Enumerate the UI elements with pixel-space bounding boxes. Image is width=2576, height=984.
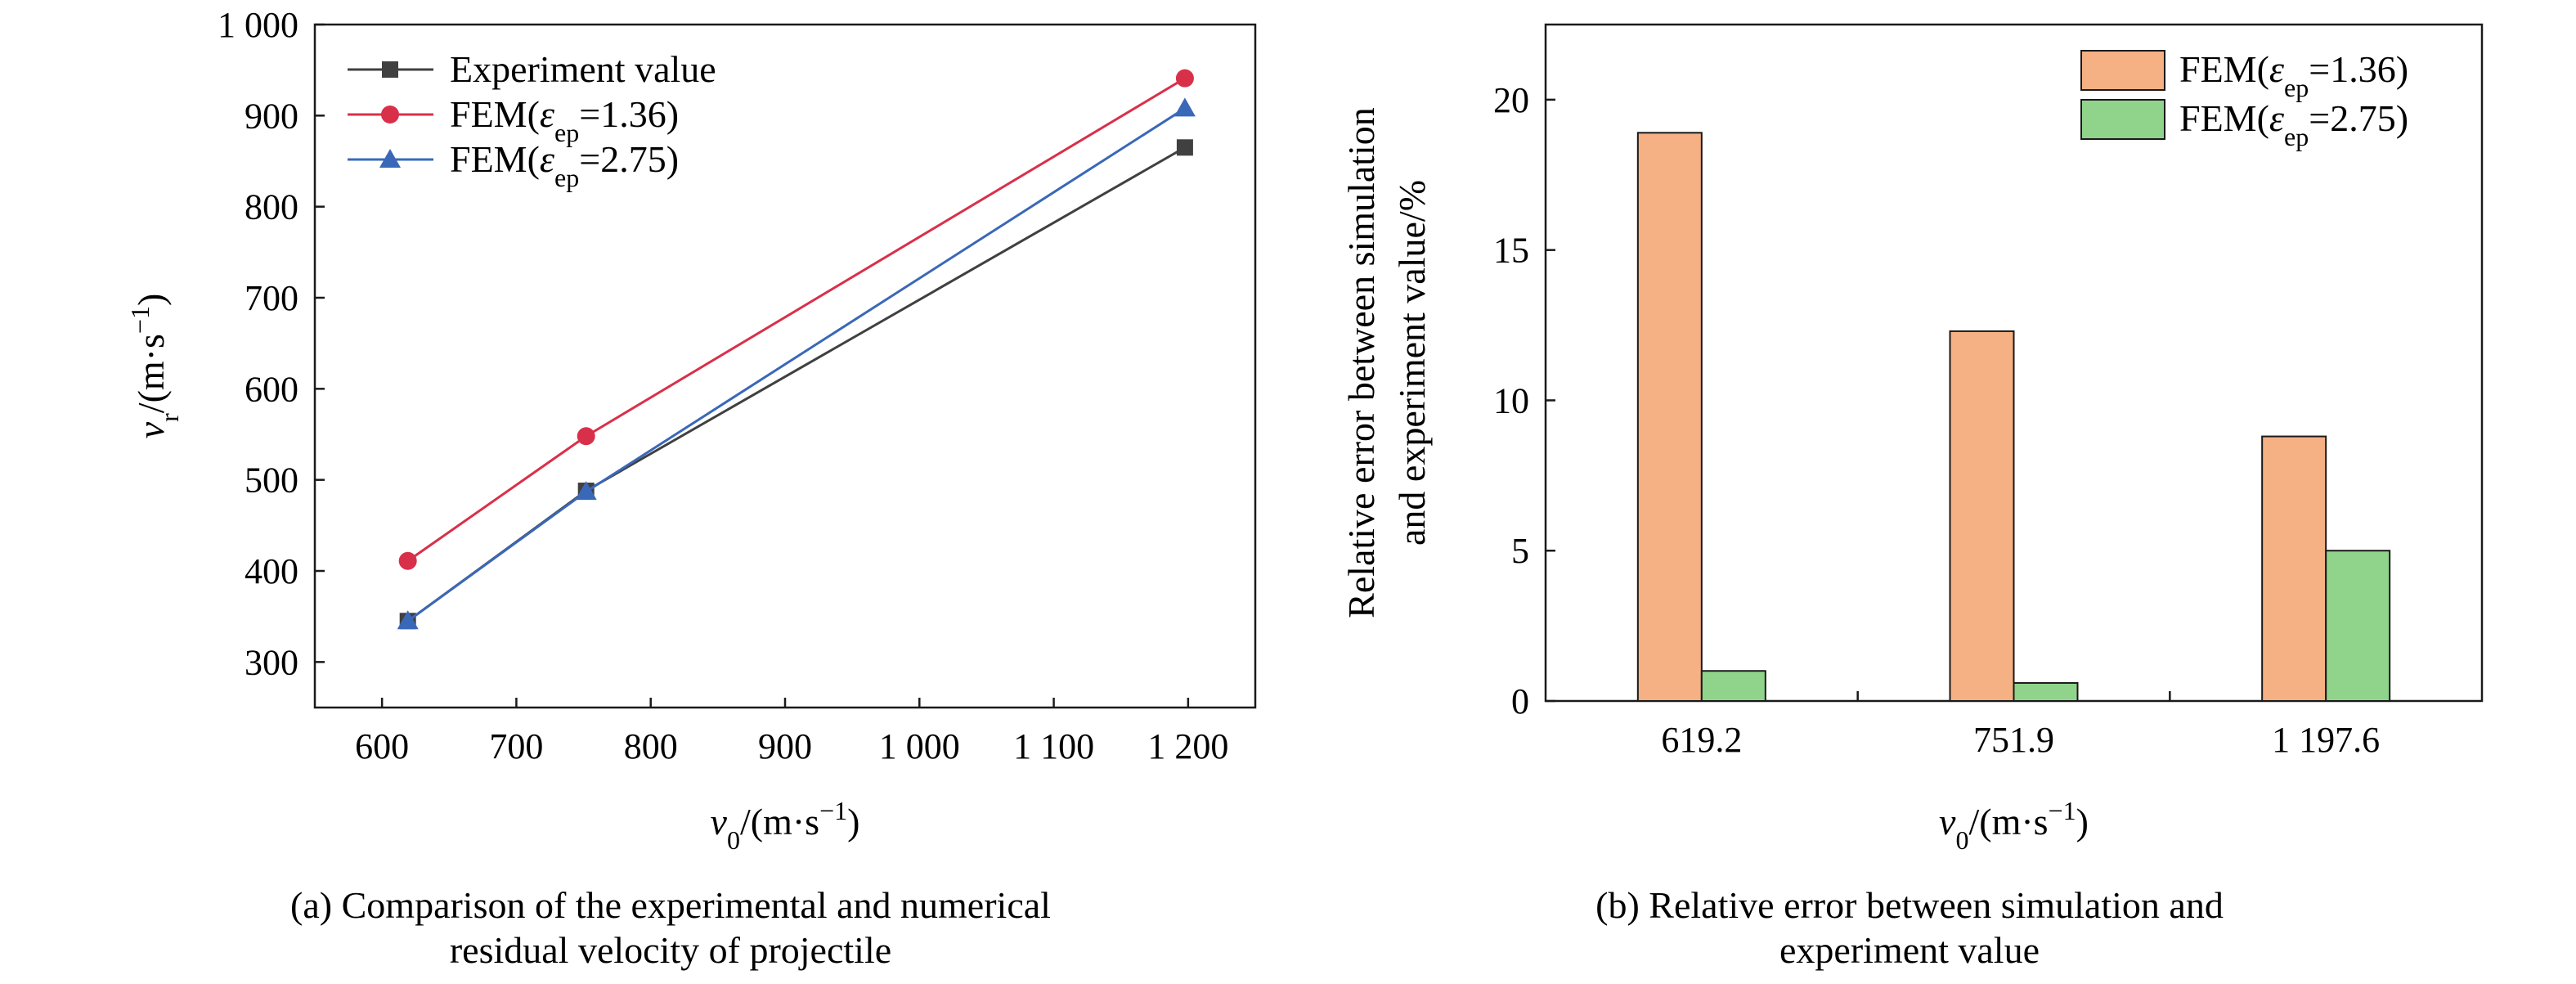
y-tick-label: 700: [245, 278, 298, 318]
x-tick-label: 1 197.6: [2272, 720, 2380, 760]
bar: [1700, 670, 1766, 702]
line-chart-residual-velocity: 600 700 800 900 1 000 1 100 1 200 300 400 500 600 7…: [125, 5, 1257, 971]
legend-swatch: [2080, 50, 2165, 91]
y-tick-label: 5: [1511, 531, 1529, 571]
bar: [1636, 132, 1703, 702]
legend-marker: [381, 106, 399, 124]
bar: [2261, 435, 2327, 702]
y-tick-label: 0: [1511, 681, 1529, 721]
legend: Experiment valueFEM(εep=1.36)FEM(εep=2.7…: [348, 48, 716, 192]
legend-label: Experiment value: [450, 48, 716, 90]
data-point: [577, 427, 595, 446]
y-tick-label: 15: [1493, 231, 1529, 271]
data-point: [575, 481, 597, 501]
x-axis-label: v0/(m·s−1): [711, 796, 860, 855]
legend-label: FEM(εep=1.36): [2179, 48, 2408, 102]
x-tick-label: 619.2: [1661, 720, 1742, 760]
x-tick-label: 751.9: [1973, 720, 2054, 760]
caption-line: (b) Relative error between simulation an…: [1595, 884, 2224, 926]
data-point: [1174, 97, 1196, 117]
series-line: [406, 107, 1186, 622]
legend-marker: [379, 149, 401, 168]
x-tick-label: 1 200: [1147, 726, 1228, 766]
data-point: [1176, 139, 1193, 156]
x-axis-label: v0/(m·s−1): [1939, 796, 2089, 855]
series-3: [397, 97, 1196, 630]
y-tick-label: 300: [245, 642, 298, 682]
x-tick-label: 700: [489, 726, 543, 766]
data-point: [398, 551, 417, 570]
data-point: [397, 610, 419, 630]
x-tick-label: 600: [355, 726, 409, 766]
caption-line: experiment value: [1779, 929, 2040, 971]
y-tick-label: 500: [245, 461, 298, 501]
bar: [1949, 330, 2015, 702]
caption-line: residual velocity of projectile: [450, 929, 891, 971]
caption-line: (a) Comparison of the experimental and n…: [290, 884, 1051, 926]
series-2: [398, 69, 1194, 570]
legend-label: FEM(εep=2.75): [450, 138, 679, 192]
y-tick-label: 20: [1493, 80, 1529, 120]
x-tick-label: 900: [758, 726, 812, 766]
bar: [2325, 550, 2391, 702]
y-axis-label: vr/(m·s−1): [125, 294, 184, 439]
y-tick-label: 900: [245, 96, 298, 136]
series-line: [406, 146, 1186, 622]
x-tick-label: 800: [624, 726, 678, 766]
y-tick-label: 600: [245, 369, 298, 409]
legend: FEM(εep=1.36)FEM(εep=2.75): [2080, 48, 2408, 151]
series-2: [1700, 550, 2391, 702]
y-tick-label: 800: [245, 187, 298, 227]
legend-label: FEM(εep=2.75): [2179, 97, 2408, 151]
series-1: [399, 139, 1193, 630]
data-point: [1175, 69, 1194, 88]
y-axis-label-line: Relative error between simulation: [1340, 107, 1382, 618]
bar: [2013, 681, 2079, 702]
legend-marker: [382, 61, 398, 78]
legend-label: FEM(εep=1.36): [450, 93, 679, 147]
x-tick-label: 1 000: [879, 726, 960, 766]
y-tick-label: 1 000: [218, 5, 298, 45]
series-1: [1636, 132, 2327, 702]
y-tick-label: 10: [1493, 380, 1529, 420]
x-tick-label: 1 100: [1013, 726, 1094, 766]
legend-swatch: [2080, 99, 2165, 140]
bar-chart-relative-error: 0 5 10 15 20 619.2 751.9 1 197.6 v0/(m·s−1) Relat…: [1340, 23, 2484, 971]
y-tick-label: 400: [245, 551, 298, 591]
y-axis-label-line: and experiment value/%: [1391, 180, 1433, 546]
